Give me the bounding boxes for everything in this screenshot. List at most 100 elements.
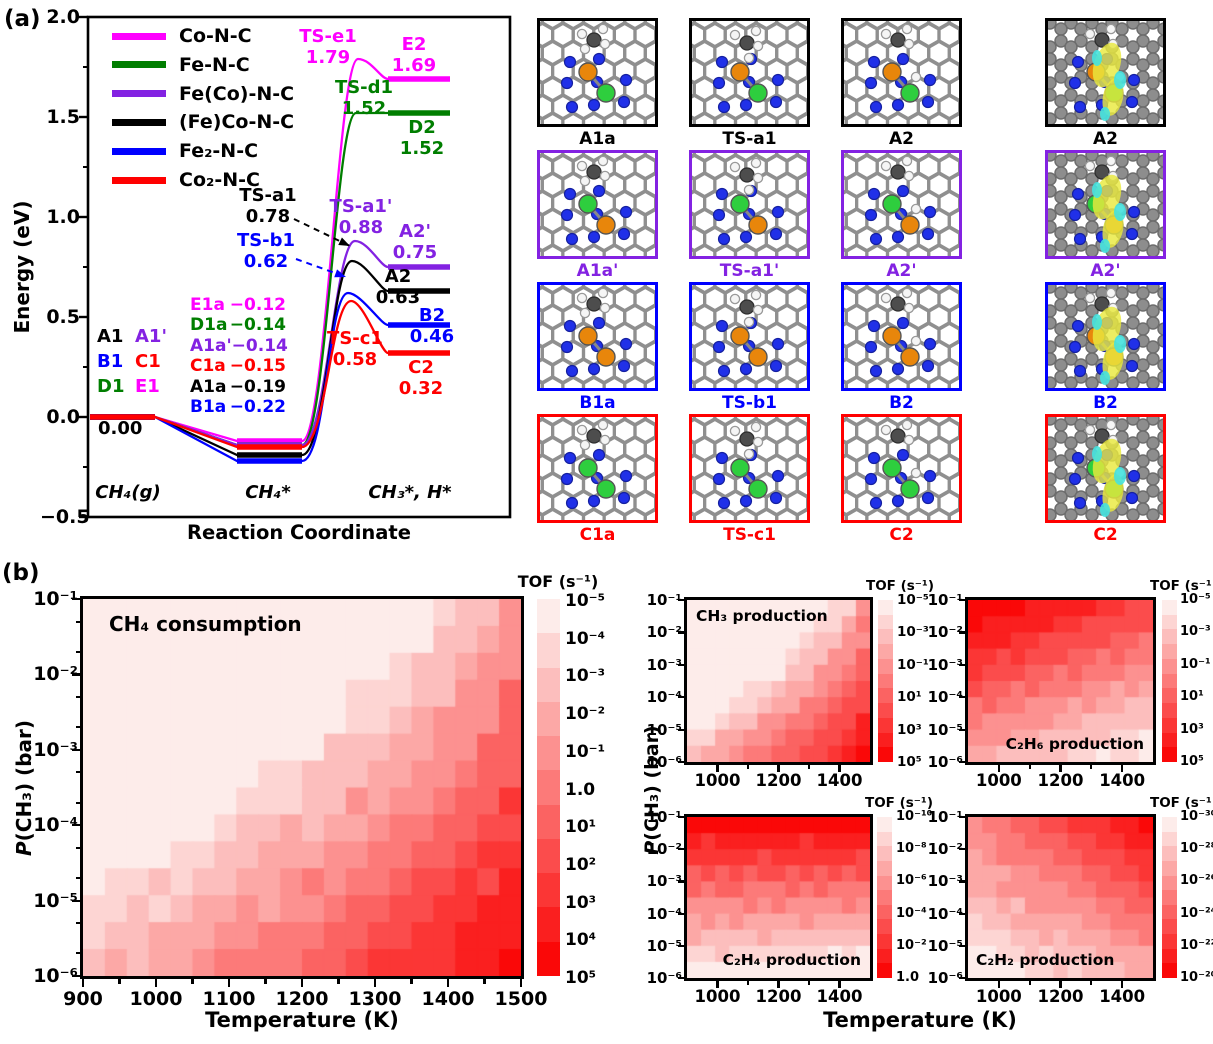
x-tick (838, 765, 841, 772)
carbon-atom (1074, 166, 1088, 180)
carbon-atom (1054, 202, 1068, 216)
structure-cell (537, 18, 658, 127)
structure-cell (537, 414, 658, 523)
nitrogen-atom (867, 55, 881, 69)
stage-label-ch4g: CH₄(g) (95, 482, 161, 503)
legend-label: Co-N-C (179, 25, 252, 47)
y-minor-tick (76, 922, 80, 925)
nitrogen-atom (1125, 95, 1139, 109)
carbon-atom (1136, 370, 1150, 384)
carbon-lattice (947, 171, 959, 199)
hydrogen-atom (880, 292, 892, 304)
carbon-atom (1048, 484, 1057, 498)
y-tick (72, 748, 80, 751)
hydrogen-atom (576, 28, 588, 40)
y-tick-label: 10⁻⁵ (33, 889, 78, 912)
x-tick-label: 1400 (421, 988, 475, 1010)
energy-curve (90, 259, 450, 457)
hydrogen-atom (597, 155, 609, 167)
hydrogen-atom (597, 419, 609, 431)
methyl-carbon-atom (586, 296, 602, 312)
colorbar-segment (877, 904, 892, 920)
y-tick-label: 10⁻⁵ (927, 936, 963, 955)
colorbar-c2h2-production (1162, 817, 1177, 979)
metal-atom-2 (596, 479, 616, 499)
nitrogen-atom (769, 227, 783, 241)
x-tick (1121, 981, 1124, 988)
nitrogen-atom (565, 232, 579, 246)
hydrogen-atom (901, 23, 913, 35)
carbon-atom (1048, 316, 1057, 330)
y-minor-tick (76, 876, 80, 879)
annotation-arrowhead (334, 269, 346, 278)
molecule-svg (540, 153, 655, 256)
colorbar-segment (878, 747, 893, 763)
structure-label: B2 (1093, 393, 1118, 413)
nitrogen-atom (592, 316, 606, 330)
colorbar-label: 10⁻³ (565, 666, 606, 687)
carbon-atom (1126, 244, 1140, 256)
colorbar-label: 10⁻⁶ (896, 873, 927, 889)
structure-cell (1045, 18, 1166, 127)
colorbar-label: 10⁻³ (1180, 624, 1211, 640)
nitrogen-atom (896, 52, 910, 66)
x-tick-label: 1000 (975, 771, 1022, 790)
nitrogen-atom (1071, 451, 1085, 465)
metal-atom-1 (730, 62, 750, 82)
x-tick (81, 979, 85, 987)
carbon-atom (1054, 466, 1068, 480)
hydrogen-atom (880, 160, 892, 172)
carbon-atom (1136, 34, 1150, 48)
y-minor-tick (76, 726, 80, 729)
colorbar-label: 10⁻¹ (565, 741, 606, 762)
carbon-lattice (643, 435, 655, 463)
annotation-state: TS-b1 (236, 230, 296, 251)
molecule-svg (1048, 153, 1163, 256)
contour-canvas-c2h6-production (968, 600, 1153, 762)
nitrogen-atom (565, 364, 579, 378)
annotation-state: B2 (418, 305, 446, 326)
carbon-atom (1048, 376, 1057, 388)
nitrogen-atom (1071, 55, 1085, 69)
stage-label-ch4ads: CH₄* (245, 482, 291, 503)
structure-cell (537, 282, 658, 391)
colorbar-segment (877, 831, 892, 847)
legend-item: Fe(Co)-N-C (112, 82, 294, 106)
nitrogen-atom (715, 187, 729, 201)
x-tick (227, 979, 231, 987)
carbon-lattice (947, 243, 959, 256)
x-minor-tick (1090, 765, 1093, 769)
legend-label: Co₂-N-C (179, 169, 260, 191)
x-tick-label: 1400 (816, 987, 863, 1006)
nitrogen-atom (619, 337, 633, 351)
nitrogen-atom (619, 205, 633, 219)
nitrogen-atom (867, 451, 881, 465)
methyl-carbon-atom (586, 32, 602, 48)
adsorbed-state-row: B1a −0.22 (190, 397, 286, 417)
nitrogen-atom (921, 227, 935, 241)
state-label: C1a (190, 356, 226, 377)
carbon-atom (1085, 153, 1099, 162)
carbon-atom (1048, 448, 1057, 462)
adsorbed-state-row: C1a −0.15 (190, 356, 286, 376)
colorbar-segment (1162, 904, 1177, 920)
colorbar-label: 10⁻¹⁰ (896, 809, 933, 824)
carbon-atom (1157, 226, 1163, 240)
carbon-atom (1054, 370, 1068, 384)
carbon-atom (1048, 285, 1057, 294)
metal-atom-2 (596, 83, 616, 103)
carbon-atom (1136, 490, 1150, 504)
x-tick-label: 1200 (755, 987, 802, 1006)
colorbar-segment (1162, 614, 1177, 630)
carbon-atom (1115, 106, 1129, 120)
x-tick (997, 981, 1000, 988)
hydrogen-atom (743, 448, 755, 460)
hydrogen-atom (750, 289, 762, 301)
carbon-lattice (643, 111, 655, 124)
nitrogen-atom (1068, 472, 1082, 486)
contour-canvas-ch4-consumption (83, 599, 521, 976)
energy-annotation: B2 0.46 (410, 305, 454, 347)
colorbar-segment (537, 633, 560, 668)
carbon-atom (1064, 417, 1078, 426)
molecule-svg (692, 417, 807, 520)
